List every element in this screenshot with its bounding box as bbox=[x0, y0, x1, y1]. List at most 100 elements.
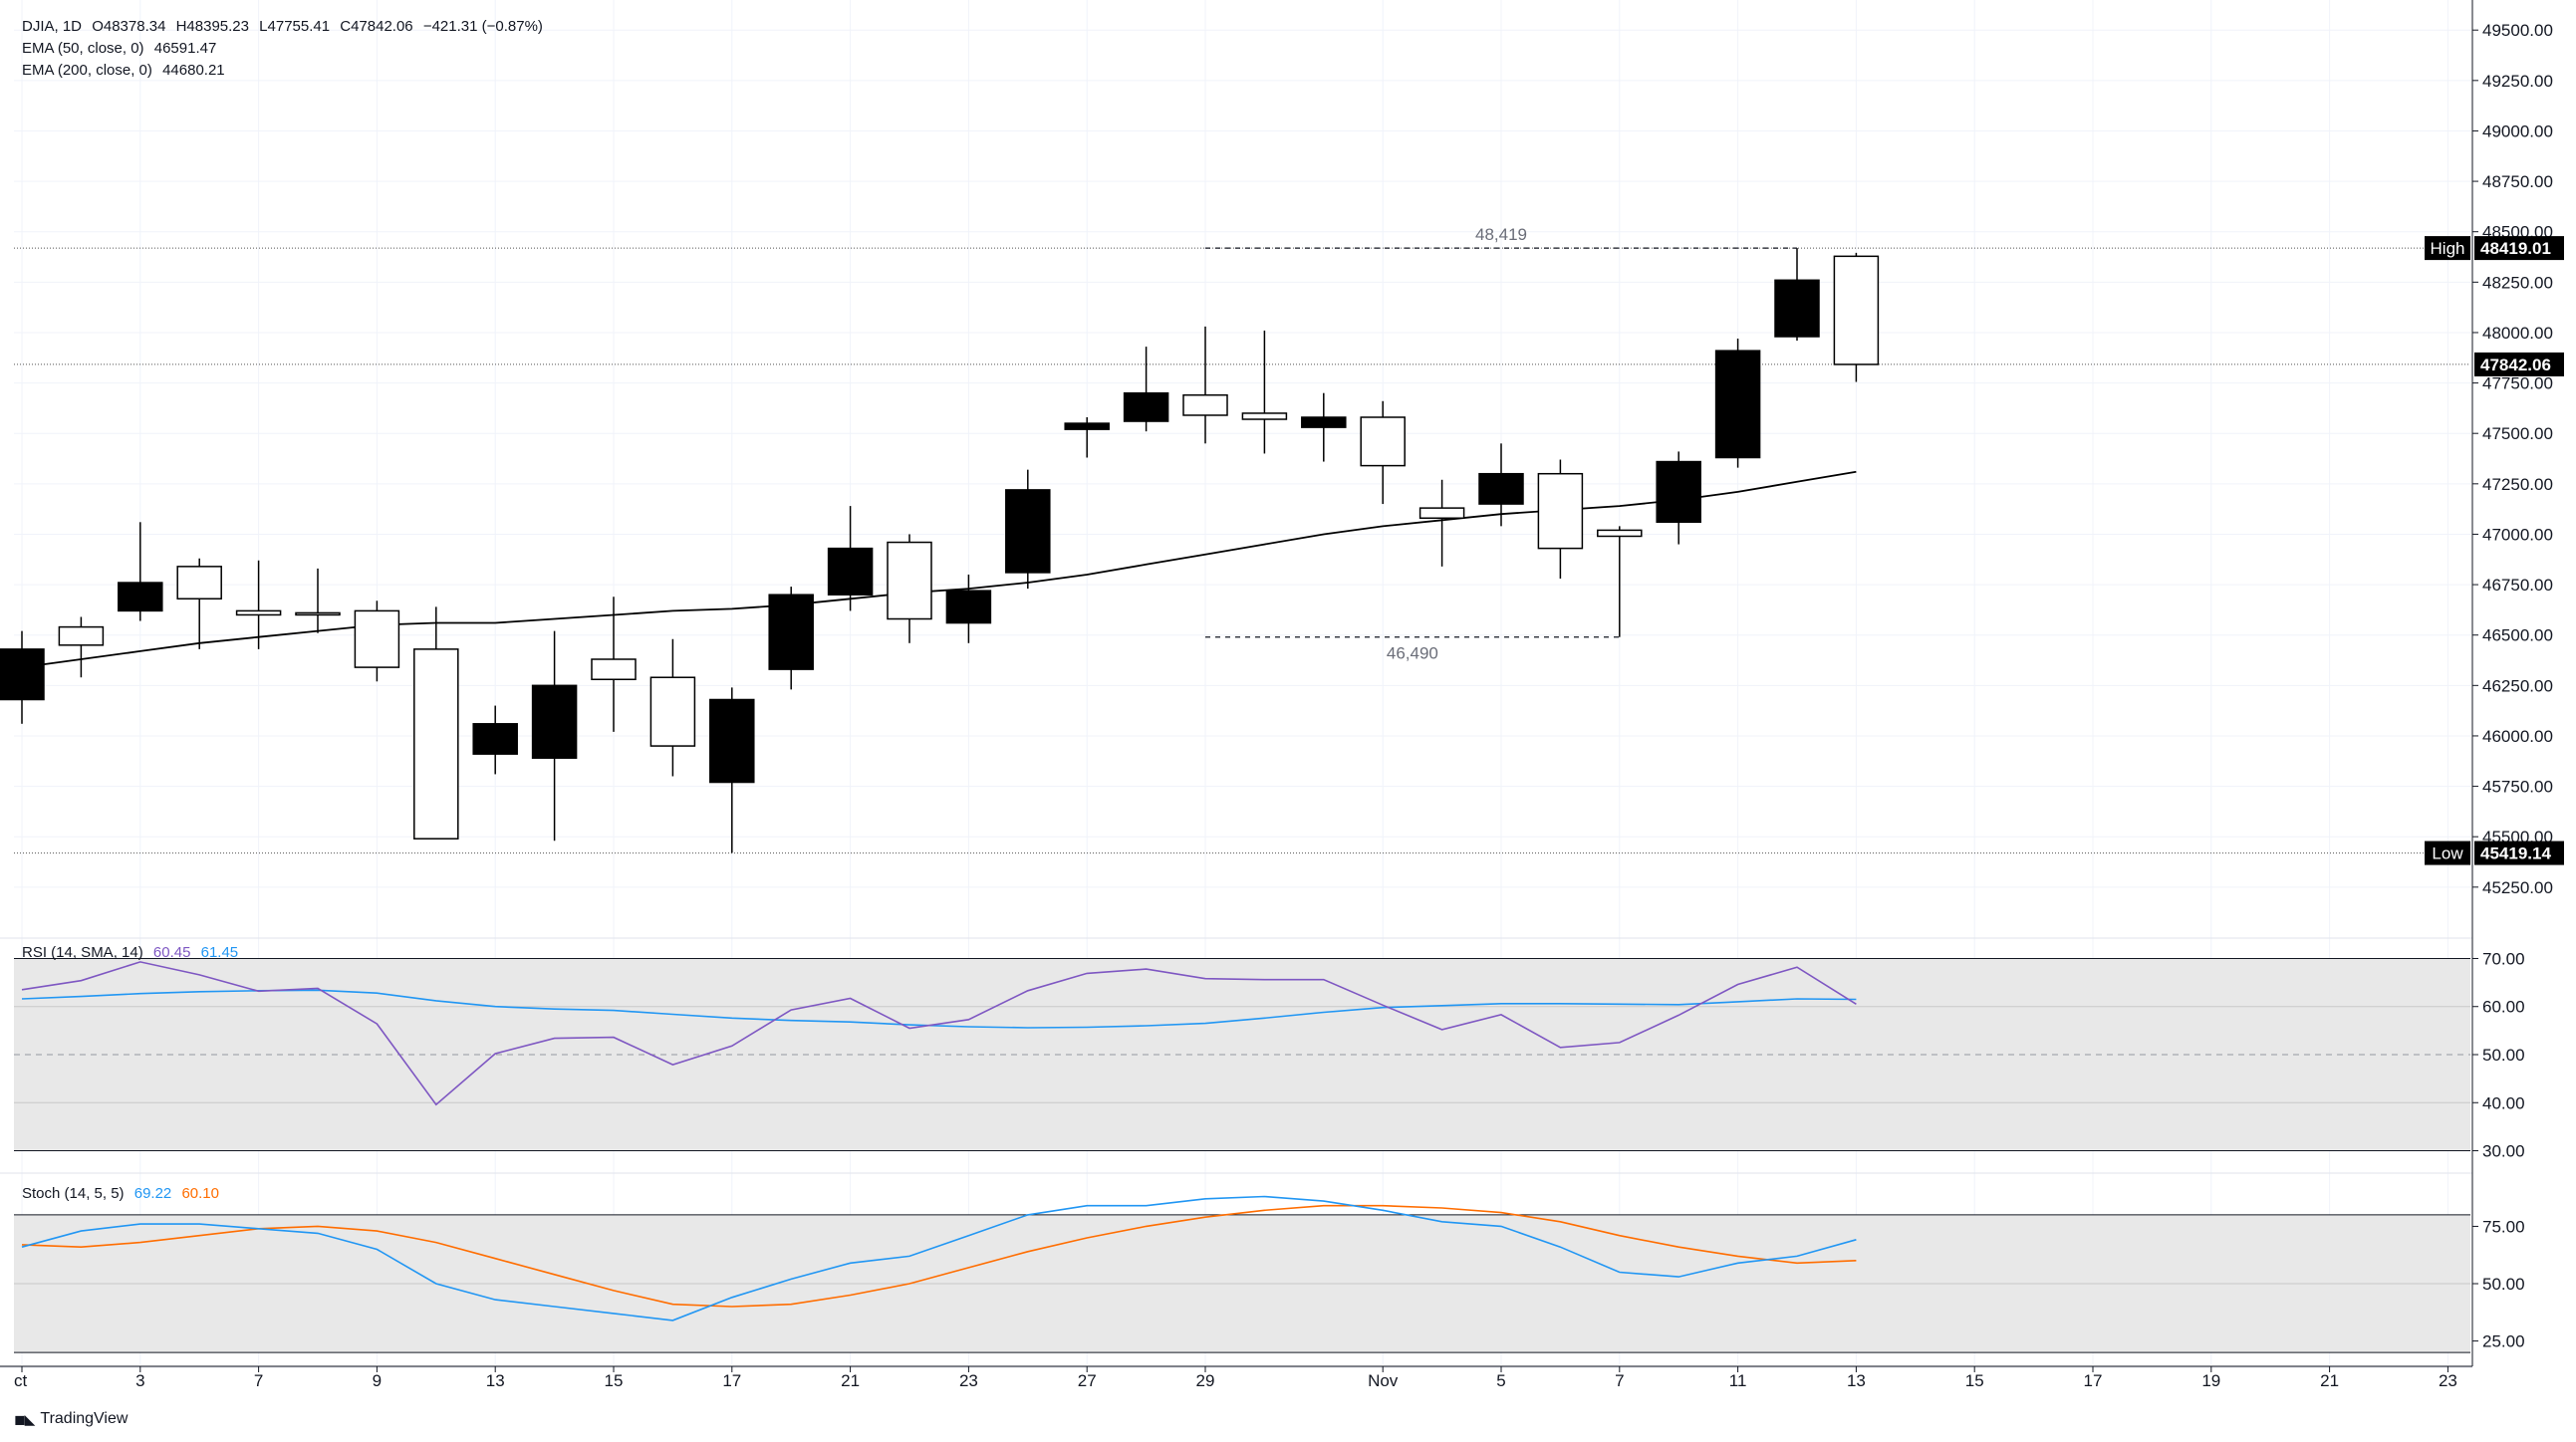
price-tick-label: 47750.00 bbox=[2482, 374, 2553, 393]
candle-up bbox=[1418, 507, 1465, 519]
candle-down bbox=[1064, 422, 1110, 430]
legend-stoch: Stoch (14, 5, 5) 69.22 60.10 bbox=[22, 1185, 225, 1202]
time-axis[interactable]: ct 3 7 9 13 15 17 21 23 27 29 Nov 5 7 11 13 15 17 19 21 23 bbox=[0, 1365, 2472, 1390]
time-tick-label: 5 bbox=[1496, 1371, 1505, 1390]
legend-ema50: EMA (50, close, 0) 46591.47 bbox=[22, 40, 222, 57]
candles bbox=[0, 248, 1880, 853]
price-tick-label: 49500.00 bbox=[2482, 21, 2553, 40]
time-tick-label: 21 bbox=[2320, 1371, 2339, 1390]
candle-up bbox=[1360, 416, 1406, 467]
legend-rsi-label: RSI (14, SMA, 14) bbox=[22, 944, 143, 961]
tradingview-logo-icon: ◼◣ bbox=[14, 1410, 35, 1427]
time-tick-label: 11 bbox=[1729, 1371, 1747, 1390]
candle-up bbox=[649, 676, 696, 747]
candle-down bbox=[118, 582, 163, 612]
time-tick-label: 23 bbox=[2439, 1371, 2457, 1390]
low-badge-value-bg bbox=[2474, 841, 2564, 865]
legend-rsi-ma-value: 61.45 bbox=[200, 944, 239, 961]
time-tick-label: 17 bbox=[722, 1371, 741, 1390]
time-tick-label: 15 bbox=[1965, 1371, 1984, 1390]
legend-stoch-label: Stoch (14, 5, 5) bbox=[22, 1185, 125, 1202]
price-tick-label: 47500.00 bbox=[2482, 424, 2553, 443]
stoch-tick-label: 50.00 bbox=[2482, 1275, 2525, 1294]
time-tick-label: 9 bbox=[373, 1371, 382, 1390]
last-price-badge-value-bg bbox=[2474, 352, 2564, 376]
rsi-ma-line bbox=[21, 989, 1857, 1029]
time-tick-label: 21 bbox=[841, 1371, 860, 1390]
legend-stoch-d-value: 60.10 bbox=[181, 1185, 219, 1202]
candle-down bbox=[1714, 350, 1761, 459]
low-badge-value: 45419.14 bbox=[2480, 844, 2551, 863]
candle-down bbox=[0, 648, 45, 701]
rsi-pane bbox=[14, 957, 2470, 1152]
candle-down bbox=[1656, 460, 1701, 524]
brand-name: TradingView bbox=[40, 1410, 129, 1427]
time-tick-label: Nov bbox=[1368, 1371, 1399, 1390]
time-tick-label: 29 bbox=[1196, 1371, 1215, 1390]
time-tick-label: 7 bbox=[254, 1371, 263, 1390]
legend-ema200-label: EMA (200, close, 0) bbox=[22, 62, 152, 79]
rsi-line bbox=[21, 961, 1857, 1106]
legend-ema50-value: 46591.47 bbox=[153, 40, 217, 57]
annotation-label: 46,490 bbox=[1387, 644, 1438, 663]
low-badge-label: Low bbox=[2432, 844, 2463, 863]
legend-ema200: EMA (200, close, 0) 44680.21 bbox=[22, 62, 231, 79]
candle-up bbox=[887, 541, 932, 620]
price-tick-label: 48000.00 bbox=[2482, 324, 2553, 343]
candle-up bbox=[591, 658, 637, 680]
annotation-label: 48,419 bbox=[1475, 225, 1527, 244]
rsi-tick-label: 30.00 bbox=[2482, 1142, 2525, 1161]
price-tick-label: 49250.00 bbox=[2482, 72, 2553, 91]
candle-up bbox=[1597, 529, 1643, 538]
rsi-tick-label: 60.00 bbox=[2482, 998, 2525, 1017]
candle-down bbox=[945, 590, 992, 624]
candle-down bbox=[1301, 416, 1347, 428]
price-axis[interactable]: 49500.0049250.0049000.0048750.0048500.00… bbox=[2425, 0, 2564, 1366]
time-tick-label: 15 bbox=[605, 1371, 624, 1390]
candle-down bbox=[472, 723, 518, 755]
rsi-tick-label: 50.00 bbox=[2482, 1046, 2525, 1065]
high-badge-label: High bbox=[2431, 239, 2465, 258]
legend-rsi-value: 60.45 bbox=[152, 944, 191, 961]
stoch-tick-label: 75.00 bbox=[2482, 1217, 2525, 1236]
legend-ema50-label: EMA (50, close, 0) bbox=[22, 40, 144, 57]
legend-open: O48378.34 bbox=[92, 18, 166, 35]
stoch-k-line bbox=[21, 1195, 1857, 1322]
candle-up bbox=[235, 609, 282, 616]
legend-change: −421.31 (−0.87%) bbox=[422, 18, 543, 35]
candle-down bbox=[709, 698, 755, 784]
candle-down bbox=[1123, 391, 1169, 422]
price-tick-label: 46250.00 bbox=[2482, 676, 2553, 695]
price-tick-label: 48750.00 bbox=[2482, 172, 2553, 191]
time-tick-label: 13 bbox=[1847, 1371, 1866, 1390]
legend-symbol: DJIA, 1D bbox=[22, 18, 83, 35]
candle-up bbox=[295, 611, 341, 616]
price-tick-label: 45750.00 bbox=[2482, 778, 2553, 797]
last-price-badge-value: 47842.06 bbox=[2480, 356, 2551, 374]
time-tick-label: 7 bbox=[1615, 1371, 1624, 1390]
rsi-tick-label: 40.00 bbox=[2482, 1093, 2525, 1112]
candle-up bbox=[1833, 255, 1880, 365]
legend-stoch-k-value: 69.22 bbox=[133, 1185, 172, 1202]
brand[interactable]: ◼◣ TradingView bbox=[14, 1410, 128, 1428]
price-tick-label: 49000.00 bbox=[2482, 121, 2553, 140]
price-tick-label: 46000.00 bbox=[2482, 727, 2553, 746]
rsi-tick-label: 70.00 bbox=[2482, 949, 2525, 968]
time-tick-label: 17 bbox=[2084, 1371, 2103, 1390]
legend-rsi: RSI (14, SMA, 14) 60.45 61.45 bbox=[22, 944, 244, 961]
high-badge-value-bg bbox=[2474, 236, 2564, 261]
time-tick-label: 27 bbox=[1078, 1371, 1097, 1390]
candle-up bbox=[354, 609, 400, 668]
candle-up bbox=[1182, 393, 1228, 416]
legend-main: DJIA, 1D O48378.34 H48395.23 L47755.41 C… bbox=[22, 18, 549, 35]
stoch-tick-label: 25.00 bbox=[2482, 1332, 2525, 1351]
price-tick-label: 46750.00 bbox=[2482, 576, 2553, 595]
candle-down bbox=[1478, 472, 1524, 505]
price-tick-label: 47000.00 bbox=[2482, 525, 2553, 544]
candle-down bbox=[768, 594, 814, 670]
stoch-pane bbox=[14, 1195, 2470, 1353]
price-tick-label: 46500.00 bbox=[2482, 626, 2553, 645]
price-tick-label: 45250.00 bbox=[2482, 878, 2553, 897]
legend-ema200-value: 44680.21 bbox=[162, 62, 225, 79]
